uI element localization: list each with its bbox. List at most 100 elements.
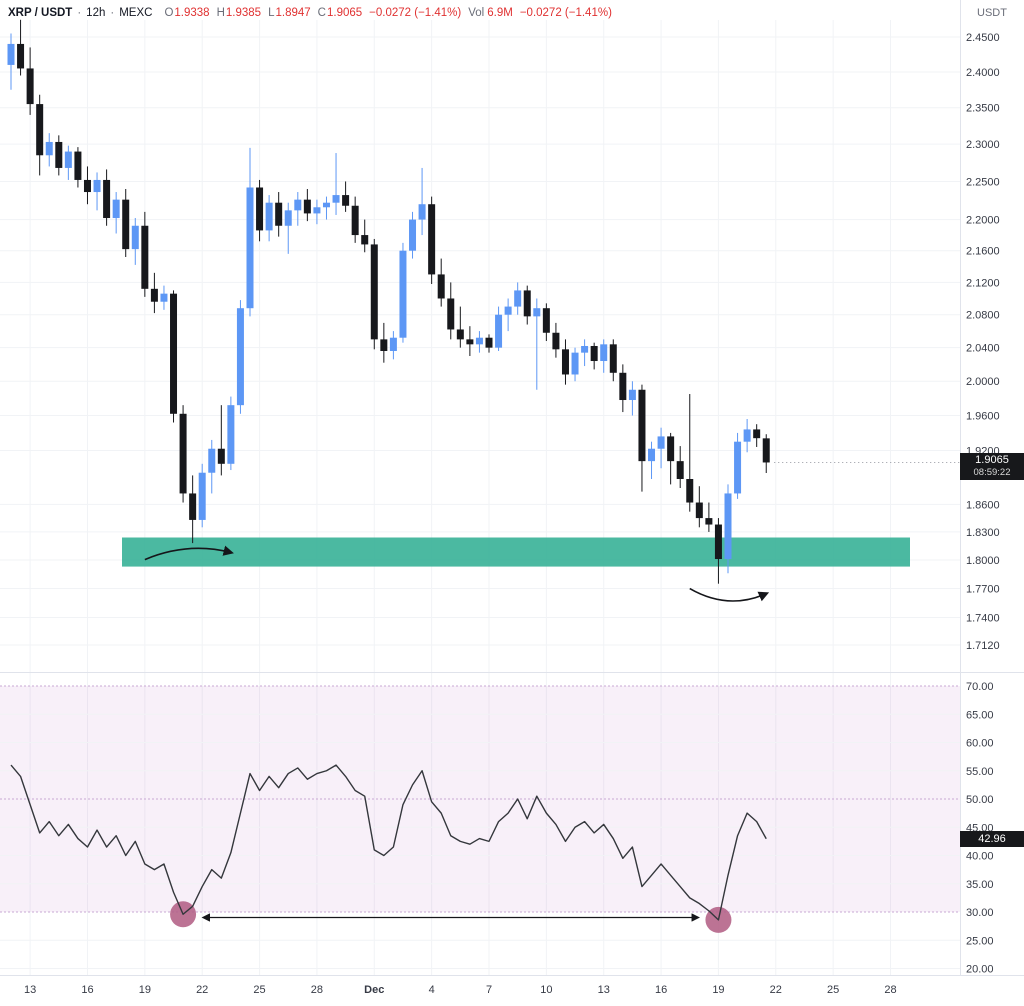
candle-body xyxy=(36,104,44,156)
candle-body xyxy=(609,344,617,373)
close-label: C xyxy=(317,7,326,19)
oscillator-axis[interactable] xyxy=(960,673,1024,975)
candle-body xyxy=(208,448,216,473)
oscillator-axis-label: 55.00 xyxy=(966,766,994,778)
price-axis[interactable] xyxy=(960,0,1024,673)
session-change-value: −0.0272 (−1.41%) xyxy=(519,7,612,19)
candle-body xyxy=(475,337,483,345)
candle-body xyxy=(743,429,751,442)
candle-body xyxy=(648,448,656,462)
open-label: O xyxy=(164,7,174,19)
candle-body xyxy=(83,179,91,193)
price-axis-label: 2.1600 xyxy=(966,246,1000,258)
time-axis[interactable] xyxy=(0,976,1024,1006)
candle-body xyxy=(657,436,665,449)
candle-body xyxy=(581,345,589,353)
candle-body xyxy=(332,195,340,203)
candle-body xyxy=(322,202,330,208)
symbol-name[interactable]: XRP / USDT xyxy=(8,7,73,19)
candle-body xyxy=(45,141,53,156)
interval-button[interactable]: 12h xyxy=(86,7,106,19)
candle-body xyxy=(753,429,761,439)
price-axis-label: 2.2000 xyxy=(966,215,1000,227)
candle-body xyxy=(64,151,72,168)
candle-body xyxy=(150,288,158,302)
price-axis-label: 1.7400 xyxy=(966,612,1000,624)
time-axis-label: 10 xyxy=(540,984,552,996)
bounce-arrow-right[interactable] xyxy=(689,587,770,602)
candle-body xyxy=(619,372,627,401)
price-axis-label: 1.8300 xyxy=(966,527,1000,539)
candle-body xyxy=(74,151,82,180)
candle-body xyxy=(514,290,522,307)
time-axis-label: 7 xyxy=(486,984,492,996)
candle-body xyxy=(236,308,244,406)
candle-body xyxy=(361,235,369,245)
candle-body xyxy=(170,293,178,414)
candle-body xyxy=(26,68,34,105)
volume-value: 6.9M xyxy=(487,7,513,19)
price-axis-label: 2.1200 xyxy=(966,277,1000,289)
candle-body xyxy=(256,187,264,231)
candle-body xyxy=(676,461,684,480)
price-axis-label: 2.4500 xyxy=(966,32,1000,44)
candle-body xyxy=(131,225,139,250)
candle-body xyxy=(552,332,560,350)
support-zone[interactable] xyxy=(122,537,910,567)
candle-body xyxy=(55,141,63,168)
candle-body xyxy=(103,179,111,219)
time-axis-label: 22 xyxy=(770,984,782,996)
price-axis-label: 2.0800 xyxy=(966,310,1000,322)
price-axis-label: 1.8000 xyxy=(966,555,1000,567)
oscillator-axis-label: 35.00 xyxy=(966,879,994,891)
price-axis-label: 1.7120 xyxy=(966,640,1000,652)
high-label: H xyxy=(216,7,225,19)
candle-body xyxy=(504,306,512,315)
candle-body xyxy=(495,314,503,348)
time-axis-label: 25 xyxy=(253,984,265,996)
candle-body xyxy=(198,472,206,520)
candle-body xyxy=(628,389,636,401)
time-axis-label: 25 xyxy=(827,984,839,996)
quote-currency-button[interactable]: USDT xyxy=(977,7,1007,19)
candle-body xyxy=(370,244,378,340)
oscillator-axis-label: 30.00 xyxy=(966,907,994,919)
candle-body xyxy=(313,207,321,214)
candle-body xyxy=(695,502,703,519)
price-axis-label: 2.3000 xyxy=(966,139,1000,151)
change-value: −0.0272 (−1.41%) xyxy=(369,7,462,19)
price-axis-label: 2.4000 xyxy=(966,67,1000,79)
time-axis-label: 13 xyxy=(24,984,36,996)
candle-body xyxy=(667,436,675,462)
candle-body xyxy=(217,448,225,464)
time-axis-label: 28 xyxy=(311,984,323,996)
bounce-arrow-left[interactable] xyxy=(144,545,234,561)
time-axis-label: Dec xyxy=(364,984,384,996)
candle-body xyxy=(227,405,235,464)
price-axis-label: 2.0400 xyxy=(966,343,1000,355)
oscillator-axis-label: 20.00 xyxy=(966,964,994,976)
last-price-badge: 1.9065 08:59:22 xyxy=(960,453,1024,480)
time-axis-label: 19 xyxy=(712,984,724,996)
separator-dot: · xyxy=(77,7,82,19)
candle-body xyxy=(112,199,120,219)
time-axis-label: 28 xyxy=(884,984,896,996)
candle-body xyxy=(600,344,608,362)
high-value: 1.9385 xyxy=(225,7,262,19)
candle-body xyxy=(303,199,311,214)
candle-body xyxy=(638,389,646,462)
oscillator-axis-label: 60.00 xyxy=(966,738,994,750)
exchange-label: MEXC xyxy=(119,7,153,19)
price-axis-label: 1.9600 xyxy=(966,411,1000,423)
price-axis-label: 2.0000 xyxy=(966,376,1000,388)
price-axis-label: 1.8600 xyxy=(966,499,1000,511)
candle-body xyxy=(590,345,598,362)
candle-body xyxy=(724,493,732,560)
candle-body xyxy=(122,199,130,250)
close-value: 1.9065 xyxy=(326,7,363,19)
candle-body xyxy=(523,290,531,317)
time-axis-label: 4 xyxy=(429,984,435,996)
candle-body xyxy=(571,352,579,375)
candle-body xyxy=(141,225,149,289)
